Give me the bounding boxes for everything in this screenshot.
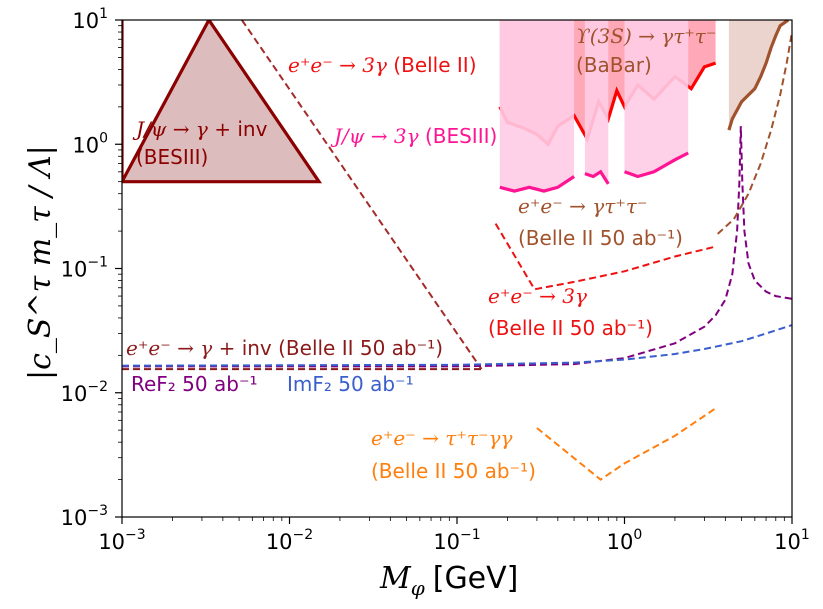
label-babar-exp: (BaBar) <box>576 53 652 77</box>
im-f2-50-ab-1-curve <box>122 324 792 367</box>
label-bes-inv: J/ψ → γ + inv <box>132 117 268 141</box>
label-belle-gtautau-exp: (Belle II 50 ab⁻¹) <box>518 226 683 250</box>
x-tick-label: 10−3 <box>98 527 145 554</box>
y-tick-label: 10−1 <box>61 255 108 282</box>
y-tick-label: 10−3 <box>61 503 108 530</box>
re-f2-50-ab-1-curve <box>122 126 792 368</box>
j-psi-3gamma-besiii-line-1 <box>584 169 610 185</box>
label-belle-tautaugg-exp: (Belle II 50 ab⁻¹) <box>371 459 536 483</box>
label-im-f2: ImF₂ 50 ab⁻¹ <box>287 372 414 396</box>
x-axis-label: Mφ [GeV] <box>379 561 518 600</box>
e-e-tau-tau-gamma-gamma-belle-ii-50-ab-1-curve <box>536 407 717 481</box>
annotations: J/ψ → γ + inv (BESIII) e⁺e⁻ → 3γ (Belle … <box>126 24 716 483</box>
label-bes-3gamma: J/ψ → 3γ (BESIII) <box>330 124 497 148</box>
j-psi-3gamma-besiii-line-2 <box>623 151 689 179</box>
label-belle-3gamma-50-exp: (Belle II 50 ab⁻¹) <box>488 316 653 340</box>
j-psi-3gamma-besiii-fill-1 <box>584 20 609 184</box>
label-babar-process: ϒ(3S) → γτ⁺τ⁻ <box>576 24 716 48</box>
j-psi-gamma-inv-besiii-region <box>122 20 323 184</box>
e-e-3gamma-belle-ii-curve <box>241 20 483 370</box>
label-belle-3gamma: e⁺e⁻ → 3γ (Belle II) <box>288 53 477 77</box>
upsilon-3s-gamma-tau-tau-babar-high-mass-line <box>727 20 790 131</box>
label-belle-gtautau: e⁺e⁻ → γτ⁺τ⁻ <box>518 194 647 218</box>
j-psi-3gamma-besiii-fill-2 <box>624 20 689 177</box>
e-e-gamma-tau-tau-belle-ii-50-ab-1-curve <box>717 31 792 235</box>
y-tick-label: 101 <box>72 6 108 33</box>
x-tick-label: 101 <box>774 527 810 554</box>
label-belle-gamma-inv-50: e⁺e⁻ → γ + inv (Belle II 50 ab⁻¹) <box>126 336 443 360</box>
upsilon-3s-gamma-tau-tau-babar-high-mass-fill <box>728 20 789 131</box>
label-bes-inv-exp: (BESIII) <box>136 145 208 169</box>
plot-area <box>122 20 792 481</box>
y-axis-label: |c_S^τ m_τ / Λ| <box>23 145 58 380</box>
j-psi-3gamma-besiii-fill-0 <box>499 20 575 192</box>
label-belle-3gamma-50: e⁺e⁻ → 3γ <box>488 284 587 308</box>
x-tick-label: 10−1 <box>433 527 480 554</box>
axis-ticks: 10−3 10−2 10−1 100 101 10−3 10−2 10−1 100 101 <box>61 6 810 554</box>
x-tick-label: 10−2 <box>266 527 313 554</box>
label-belle-tautaugg: e⁺e⁻ → τ⁺τ⁻γγ <box>371 426 512 450</box>
x-tick-label: 100 <box>607 527 643 554</box>
y-tick-label: 10−2 <box>61 379 108 406</box>
label-re-f2: ReF₂ 50 ab⁻¹ <box>131 372 258 396</box>
y-tick-label: 100 <box>72 130 108 157</box>
j-psi-3gamma-besiii-line-0 <box>499 175 575 193</box>
